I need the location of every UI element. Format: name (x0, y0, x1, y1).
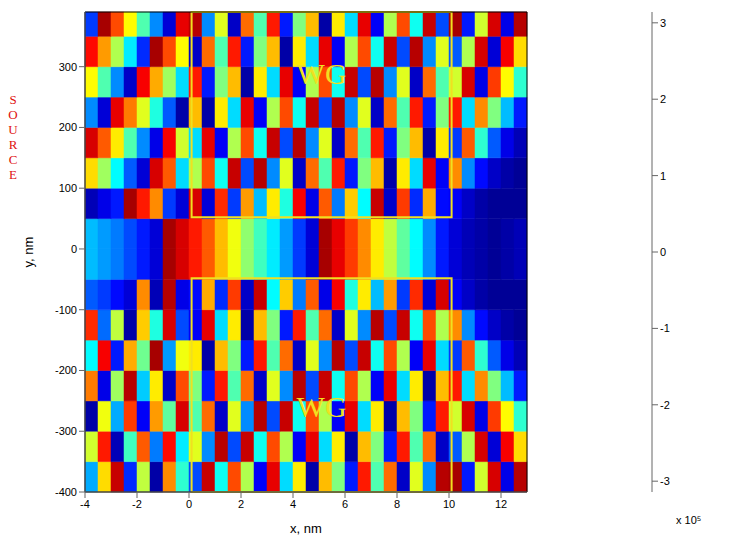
svg-text:-400: -400 (55, 486, 77, 498)
svg-text:100: 100 (59, 182, 77, 194)
svg-text:1: 1 (660, 170, 666, 182)
html-text:U: U (8, 122, 18, 137)
svg-text:0: 0 (660, 246, 666, 258)
html-text:x 10⁵: x 10⁵ (676, 514, 702, 526)
svg-text:-300: -300 (55, 425, 77, 437)
html-text:R: R (8, 137, 18, 152)
html-text:O: O (8, 107, 18, 122)
svg-text:0: 0 (71, 243, 77, 255)
svg-text:-2: -2 (660, 399, 670, 411)
svg-text:-100: -100 (55, 304, 77, 316)
svg-text:WG: WG (297, 390, 347, 423)
svg-text:-2: -2 (132, 498, 142, 510)
svg-text:12: 12 (495, 498, 507, 510)
svg-text:-1: -1 (660, 322, 670, 334)
svg-text:2: 2 (660, 93, 666, 105)
svg-text:-4: -4 (80, 498, 90, 510)
svg-text:3: 3 (660, 17, 666, 29)
svg-text:-3: -3 (660, 475, 670, 487)
html-text:E: E (9, 167, 17, 182)
svg-text:-200: -200 (55, 364, 77, 376)
svg-text:x, nm: x, nm (290, 521, 322, 536)
svg-text:2: 2 (238, 498, 244, 510)
svg-text:y, nm: y, nm (21, 237, 36, 268)
svg-text:4: 4 (290, 498, 296, 510)
svg-text:200: 200 (59, 121, 77, 133)
svg-text:0: 0 (186, 498, 192, 510)
svg-text:8: 8 (394, 498, 400, 510)
html-text:C: C (8, 152, 18, 167)
html-text:S: S (9, 92, 17, 107)
svg-text:WG: WG (297, 57, 347, 90)
svg-text:10: 10 (443, 498, 455, 510)
svg-text:300: 300 (59, 61, 77, 73)
svg-text:6: 6 (342, 498, 348, 510)
